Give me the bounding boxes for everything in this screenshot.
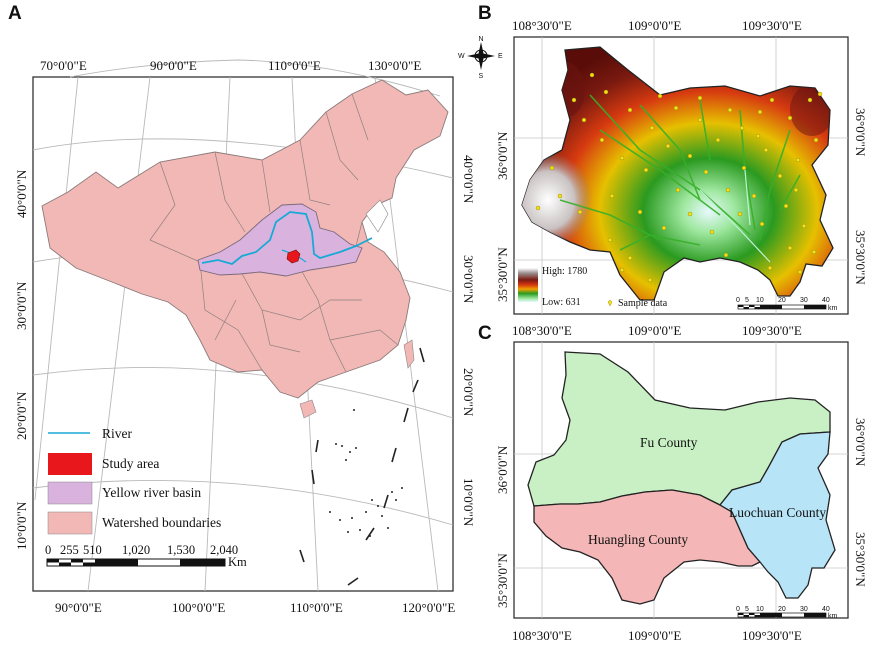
map-b-top-lon-2: 109°0'0"E [628,18,681,33]
map-c-scale-bar: 0 5 10 20 30 40 km [736,606,838,620]
compass-s: S [479,73,484,80]
compass-e: E [498,53,503,60]
scale-a-tick-3: 1,020 [122,543,150,557]
map-a-left-lat-1: 40°0'0"N [14,169,29,218]
sample-legend-label: Sample data [618,298,668,309]
map-b-left-lat-2: 35°30'0"N [495,247,510,302]
legend-watershed-swatch [47,511,93,535]
map-a-top-lon-3: 110°0'0"E [268,58,321,73]
map-a-top-lon-2: 90°0'0"E [150,58,197,73]
legend-study-swatch [48,453,92,475]
map-a-right-lat-4: 10°0'0"N [461,478,476,527]
elevation-map-panel: 108°30'0"E 109°0'0"E 109°30'0"E 36°0'0"N… [458,18,868,315]
map-b-legend: High: 1780 Low: 631 Sample data [518,266,668,309]
legend-study-label: Study area [102,456,159,471]
map-a-bottom-lon-3: 110°0'0"E [290,600,343,615]
huangling-county-label: Huangling County [588,532,688,547]
map-a-top-lon-4: 130°0'0"E [368,58,421,73]
scale-b-tick-3: 20 [778,297,786,304]
map-c-left-lat-1: 36°0'0"N [495,445,510,494]
fu-county-label: Fu County [640,435,698,450]
elevation-high-label: High: 1780 [542,266,587,277]
map-b-right-lat-1: 36°0'0"N [853,108,868,157]
map-b-top-lon-1: 108°30'0"E [512,18,572,33]
taiwan-island [403,339,415,369]
panel-letter-b: B [478,3,492,24]
map-a-left-lat-3: 20°0'0"N [14,391,29,440]
compass-w: W [458,53,465,60]
map-a-bottom-lon-1: 90°0'0"E [55,600,102,615]
scale-c-tick-2: 10 [756,606,764,613]
china-map-panel: 70°0'0"E 90°0'0"E 110°0'0"E 130°0'0"E 90… [14,58,476,615]
map-b-left-lat-1: 36°0'0"N [495,131,510,180]
map-b-scale-bar: 0 5 10 20 30 40 km [736,297,838,312]
scale-b-tick-5: 40 [822,297,830,304]
elevation-low-label: Low: 631 [542,297,581,308]
legend-watershed-label: Watershed boundaries [102,515,221,530]
compass-n: N [479,36,484,43]
scale-b-tick-0: 0 [736,297,740,304]
map-a-left-lat-2: 30°0'0"N [14,281,29,330]
elevation-color-ramp [518,268,538,302]
scale-a-tick-4: 1,530 [167,543,195,557]
province-borders [149,93,399,373]
scale-a-unit: Km [228,555,247,569]
map-c-bottom-lon-3: 109°30'0"E [742,628,802,643]
map-c-top-lon-3: 109°30'0"E [742,323,802,338]
islands-dots [329,409,403,537]
luochuan-county [719,431,836,599]
scale-a-tick-1: 255 [60,543,79,557]
huangling-county [533,489,762,605]
scale-b-tick-2: 10 [756,297,764,304]
scale-c-unit: km [828,613,838,620]
scale-c-tick-5: 40 [822,606,830,613]
scale-b-tick-1: 5 [745,297,749,304]
legend-basin-label: Yellow river basin [102,485,201,500]
scale-b-tick-4: 30 [800,297,808,304]
yellow-river [201,211,373,265]
sample-legend-icon [607,299,613,307]
map-a-bottom-lon-2: 100°0'0"E [172,600,225,615]
county-map-panel: Fu County Huangling County Luochuan Coun… [495,323,868,643]
nine-dash-line [299,347,425,586]
map-b-right-lat-2: 35°30'0"N [853,230,868,285]
hainan-island [299,399,317,419]
map-a-bottom-lon-4: 120°0'0"E [402,600,455,615]
map-c-right-lat-1: 36°0'0"N [853,418,868,467]
scale-c-tick-4: 30 [800,606,808,613]
scale-b-unit: km [828,305,838,312]
map-a-top-lon-1: 70°0'0"E [40,58,87,73]
map-a-right-lat-2: 30°0'0"N [461,255,476,304]
map-c-bottom-lon-2: 109°0'0"E [628,628,681,643]
map-c-top-lon-2: 109°0'0"E [628,323,681,338]
panel-letter-a: A [8,3,22,24]
map-a-right-lat-3: 20°0'0"N [461,368,476,417]
map-c-top-lon-1: 108°30'0"E [512,323,572,338]
scale-a-tick-0: 0 [45,543,51,557]
map-a-scale-bar: 0 255 510 1,020 1,530 2,040 Km [45,543,247,569]
map-a-legend: River Study area Yellow river basin Wate… [47,426,221,535]
legend-basin-swatch [47,481,93,505]
compass-rose-icon: N S E W [458,36,503,80]
scale-a-tick-5: 2,040 [210,543,238,557]
map-c-bottom-lon-1: 108°30'0"E [512,628,572,643]
study-area-marker [286,249,301,264]
map-a-left-lat-4: 10°0'0"N [14,501,29,550]
scale-c-tick-1: 5 [745,606,749,613]
map-a-right-lat-1: 40°0'0"N [461,155,476,204]
map-b-top-lon-3: 109°30'0"E [742,18,802,33]
map-c-left-lat-2: 35°30'0"N [495,553,510,608]
scale-a-tick-2: 510 [83,543,102,557]
luochuan-county-label: Luochuan County [729,505,826,520]
legend-river-label: River [102,426,132,441]
map-c-right-lat-2: 35°30'0"N [853,532,868,587]
scale-c-tick-3: 20 [778,606,786,613]
panel-letter-c: C [478,323,492,344]
scale-c-tick-0: 0 [736,606,740,613]
bohai-sea [365,199,389,233]
sample-points [535,72,823,283]
